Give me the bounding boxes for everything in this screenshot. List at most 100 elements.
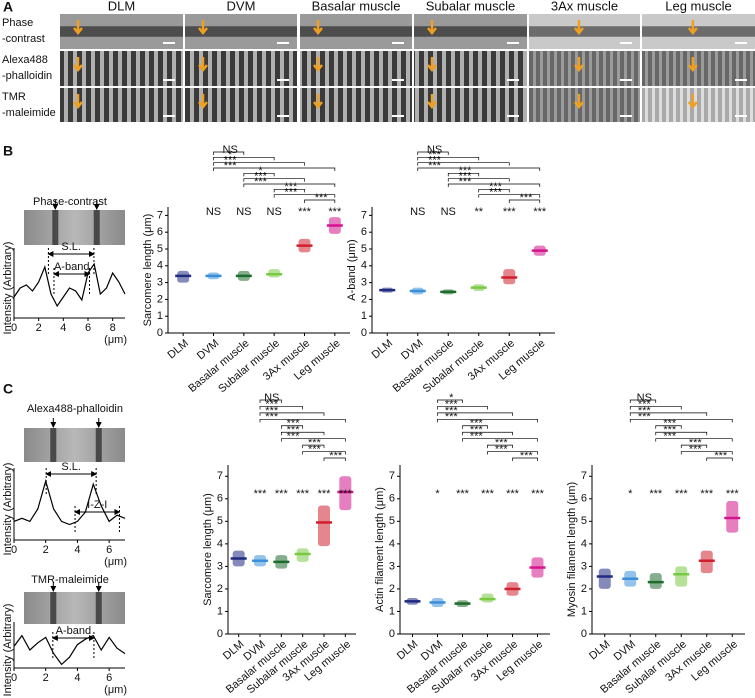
comparison-bracket — [655, 438, 733, 442]
comparison-bracket — [259, 418, 346, 423]
comparison-bracket — [280, 431, 325, 436]
significance: *** — [700, 488, 714, 500]
profile-line — [13, 478, 126, 526]
arrow — [198, 57, 208, 73]
arrow — [687, 20, 698, 36]
comparison-bracket — [462, 431, 513, 436]
comparison-label: *** — [329, 450, 343, 462]
comparison-bracket — [243, 178, 305, 182]
annotation: A-band — [56, 625, 91, 637]
comparison-label: *** — [308, 437, 322, 449]
arrow — [427, 57, 437, 73]
arrow — [73, 20, 83, 36]
significance: NS — [441, 206, 456, 218]
comparison-bracket — [706, 457, 733, 461]
y-tick-label: 1 — [581, 605, 587, 617]
y-tick-label: 0 — [581, 628, 587, 640]
comparison-bracket — [259, 406, 304, 410]
image-band — [95, 592, 102, 624]
y-tick-label: 2 — [157, 293, 163, 305]
comparison-label: *** — [714, 450, 728, 462]
comparison-bracket — [629, 418, 733, 423]
x-tick-label: 0 — [11, 672, 17, 684]
comparison-label: *** — [470, 418, 484, 430]
comparison-bracket — [655, 431, 708, 436]
micrograph-fiber — [529, 26, 640, 37]
comparison-bracket — [437, 418, 538, 423]
y-tick-label: 6 — [581, 493, 587, 505]
comparison-bracket — [655, 425, 682, 429]
annotation: I-Z-I — [87, 499, 107, 511]
comparison-bracket — [243, 183, 336, 187]
comparison-label: *** — [287, 418, 301, 430]
y-tick-label: 3 — [581, 560, 587, 572]
row-label: -maleimide — [2, 107, 56, 119]
data-spread — [598, 568, 611, 589]
comparison-bracket — [629, 412, 708, 416]
comparison-label: *** — [470, 424, 484, 436]
x-tick-label: 6 — [85, 322, 91, 334]
comparison-label: *** — [663, 418, 677, 430]
comparison-label: *** — [308, 443, 322, 455]
significance: *** — [533, 206, 547, 218]
y-label: Intensity (Arbitrary) — [2, 463, 14, 556]
comparison-bracket — [462, 425, 488, 429]
x-tick-label: 0 — [11, 322, 17, 334]
profile-image — [24, 210, 125, 245]
x-tick-label: 2 — [36, 322, 42, 334]
micrograph-fiber — [185, 26, 297, 37]
comparison-label: *** — [445, 411, 459, 423]
comparison-label: *** — [428, 149, 442, 161]
data-spread — [318, 505, 330, 547]
y-tick-label: 7 — [217, 470, 223, 482]
comparison-bracket — [273, 194, 336, 198]
comparison-bracket — [213, 156, 275, 161]
comparison-bracket — [302, 444, 325, 449]
y-label: A-band (μm) — [346, 239, 358, 300]
comparison-bracket — [259, 399, 282, 403]
panel-label: B — [3, 143, 13, 159]
comparison-bracket — [323, 457, 346, 461]
comparison-label: *** — [638, 405, 652, 417]
comparison-label: *** — [445, 405, 459, 417]
comparison-bracket — [280, 438, 346, 442]
comparison-label: *** — [265, 405, 279, 417]
x-tick-label: 8 — [110, 322, 116, 334]
arrow — [313, 94, 323, 110]
y-tick-label: 0 — [157, 327, 163, 339]
y-tick-label: 4 — [157, 260, 163, 272]
comparison-label: *** — [459, 165, 473, 177]
significance: NS — [267, 206, 282, 218]
y-tick-label: 1 — [217, 605, 223, 617]
annotation: S.L. — [61, 461, 81, 473]
comparison-bracket — [462, 438, 538, 442]
image-band — [52, 210, 59, 245]
comparison-label: *** — [224, 160, 238, 172]
profile-image — [24, 428, 125, 462]
significance: *** — [339, 488, 353, 500]
image-band — [50, 592, 57, 624]
comparison-label: NS — [264, 392, 279, 404]
comparison-label: *** — [459, 176, 473, 188]
comparison-label: *** — [428, 155, 442, 167]
significance: *** — [506, 488, 520, 500]
y-tick-label: 4 — [581, 538, 587, 550]
image-band — [50, 428, 57, 462]
comparison-label: *** — [254, 176, 268, 188]
panel-label: A — [3, 0, 13, 15]
comparison-label: *** — [495, 443, 509, 455]
row-label: TMR — [2, 91, 26, 103]
comparison-label: NS — [637, 392, 652, 404]
comparison-label: *** — [638, 398, 652, 410]
x-tick-label: 6 — [106, 544, 112, 556]
comparison-bracket — [487, 451, 538, 455]
x-tick-label: DLM — [587, 638, 613, 662]
y-tick-label: 1 — [389, 605, 395, 617]
x-tick-label: 4 — [74, 544, 80, 556]
comparison-label: *** — [638, 411, 652, 423]
y-tick-label: 6 — [389, 493, 395, 505]
comparison-label: *** — [254, 171, 268, 183]
y-tick-label: 3 — [157, 277, 163, 289]
comparison-bracket — [437, 399, 463, 403]
